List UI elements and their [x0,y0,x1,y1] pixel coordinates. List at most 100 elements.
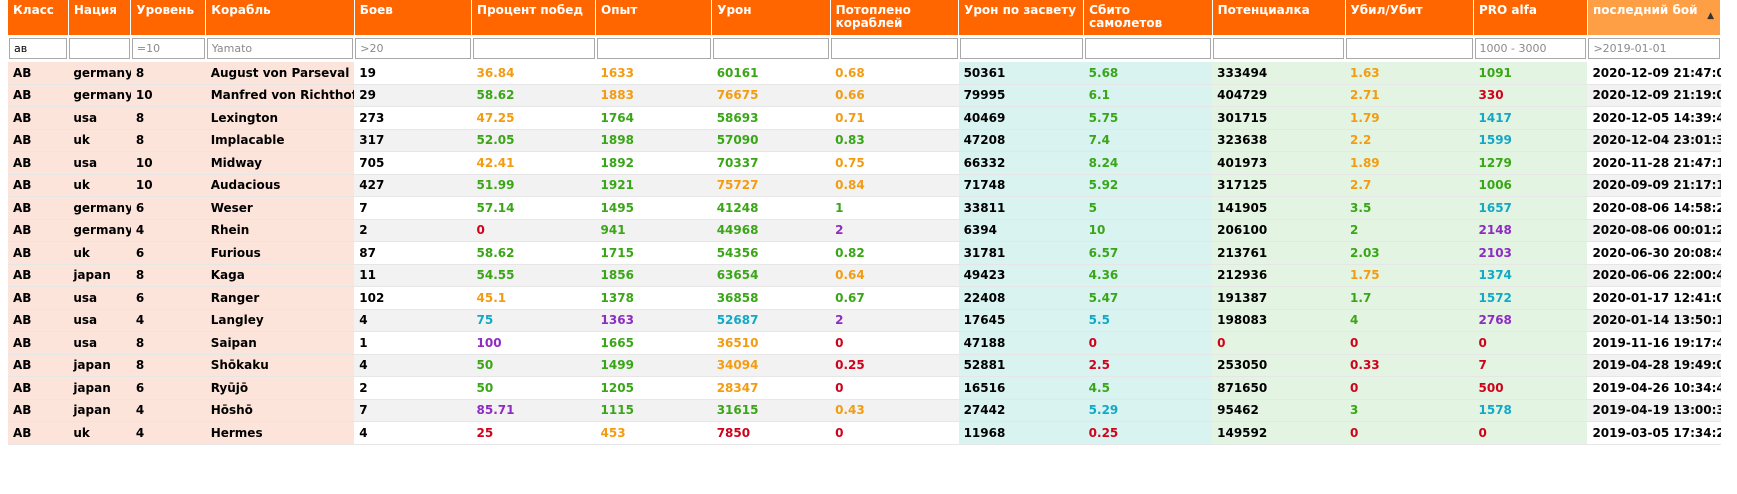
cell-damage: 54356 [711,241,831,265]
column-header-damage[interactable]: Урон [711,0,831,35]
column-header-label: Потоплено кораблей [835,3,911,30]
cell-winrate: 50 [471,354,596,377]
cell-damage: 44968 [711,219,831,242]
cell-exp: 1378 [595,286,712,310]
column-header-spot-damage[interactable]: Урон по засвету [958,0,1085,35]
table-row[interactable]: АВ uk 10 Audacious 427 51.99 1921 75727 0.84 7174… [8,174,1721,197]
filter-input-damage[interactable] [712,38,830,59]
filter-input-battles[interactable] [355,38,471,59]
column-header-label: Потенциалка [1217,3,1310,17]
filter-input-frags[interactable] [831,38,958,59]
filter-input-winrate[interactable] [472,38,595,59]
filter-input-last-battle[interactable] [1588,38,1720,59]
cell-kd: 1.7 [1345,286,1474,310]
cell-tier: 8 [130,354,206,377]
filter-input-ship[interactable] [206,38,354,59]
filter-input-tier[interactable] [131,38,205,59]
table-row[interactable]: АВ germany 8 August von Parseval 19 36.84 1633… [8,61,1721,85]
filter-input-class[interactable] [9,38,68,59]
cell-battles: 29 [354,84,472,107]
table-row[interactable]: АВ usa 6 Ranger 102 45.1 1378 36858 0.67 22408 5.4… [8,286,1721,310]
filter-input-kd[interactable] [1346,38,1473,59]
column-header-battles[interactable]: Боев [354,0,473,35]
filter-input-planes-killed[interactable] [1084,38,1212,59]
cell-planes-killed: 7.4 [1083,129,1213,152]
column-header-kd[interactable]: Убил/Убит [1345,0,1475,35]
cell-damage: 41248 [711,196,831,220]
cell-battles: 11 [354,264,472,287]
column-header-nation[interactable]: Нация [68,0,132,35]
cell-damage: 58693 [711,106,831,130]
cell-pro-alfa: 1657 [1473,196,1588,220]
column-header-frags[interactable]: Потоплено кораблей [830,0,960,35]
cell-damage: 63654 [711,264,831,287]
cell-potential-damage: 141905 [1212,196,1346,220]
table-row[interactable]: АВ japan 8 Kaga 11 54.55 1856 63654 0.64 49423 4.3… [8,264,1721,287]
cell-ship: Kaga [205,264,355,287]
column-header-winrate[interactable]: Процент побед [471,0,597,35]
cell-potential-damage: 213761 [1212,241,1346,265]
table-row[interactable]: АВ japan 8 Shōkaku 4 50 1499 34094 0.25 52881 2.5 2… [8,354,1721,377]
cell-battles: 4 [354,309,472,332]
cell-spot-damage: 49423 [958,264,1084,287]
column-header-ship[interactable]: Корабль [205,0,355,35]
table-row[interactable]: АВ usa 8 Saipan 1 100 1665 36510 0 47188 0 0 0 0 2019-… [8,331,1721,355]
table-row[interactable]: АВ usa 8 Lexington 273 47.25 1764 58693 0.71 4046… [8,106,1721,130]
cell-spot-damage: 71748 [958,174,1084,197]
table-row[interactable]: АВ japan 6 Ryūjō 2 50 1205 28347 0 16516 4.5 871650… [8,376,1721,400]
cell-class: АВ [8,84,69,107]
cell-pro-alfa: 2103 [1473,241,1588,265]
column-header-pro-alfa[interactable]: PRO alfa [1473,0,1588,35]
cell-kd: 2.03 [1345,241,1474,265]
stats-table-container: Класс Нация Уровень Корабль Боев Процент побе… [8,0,1722,445]
cell-pro-alfa: 7 [1473,354,1588,377]
cell-tier: 6 [130,376,206,400]
cell-class: АВ [8,219,69,242]
cell-ship: Lexington [205,106,355,130]
table-body: АВ germany 8 August von Parseval 19 36.84 1633… [8,61,1721,445]
cell-damage: 34094 [711,354,831,377]
cell-planes-killed: 5.92 [1083,174,1213,197]
column-header-potential-damage[interactable]: Потенциалка [1212,0,1346,35]
filter-input-pro-alfa[interactable] [1474,38,1587,59]
filter-input-exp[interactable] [596,38,711,59]
cell-last-battle: 2019-11-16 19:17:43 [1587,331,1721,355]
table-row[interactable]: АВ uk 4 Hermes 4 25 453 7850 0 11968 0.25 149592 0 0 2… [8,421,1721,445]
cell-planes-killed: 5.29 [1083,399,1213,422]
cell-nation: japan [68,376,131,400]
cell-winrate: 51.99 [471,174,596,197]
table-row[interactable]: АВ japan 4 Hōshō 7 85.71 1115 31615 0.43 27442 5.2… [8,399,1721,422]
column-header-planes-killed[interactable]: Сбито самолетов [1083,0,1213,35]
column-header-tier[interactable]: Уровень [130,0,207,35]
column-header-class[interactable]: Класс [8,0,69,35]
column-header-label: Боев [359,3,393,17]
cell-battles: 2 [354,219,472,242]
filter-input-potential-damage[interactable] [1213,38,1345,59]
column-header-label: Опыт [601,3,638,17]
cell-ship: Audacious [205,174,355,197]
filter-input-spot-damage[interactable] [959,38,1083,59]
filter-cell [1083,35,1213,62]
table-row[interactable]: АВ usa 4 Langley 4 75 1363 52687 2 17645 5.5 198083… [8,309,1721,332]
table-row[interactable]: АВ germany 4 Rhein 2 0 941 44968 2 6394 10 206100 2 2… [8,219,1721,242]
cell-frags: 0.75 [830,151,959,175]
cell-frags: 2 [830,219,959,242]
filter-input-nation[interactable] [69,38,130,59]
column-header-exp[interactable]: Опыт [595,0,713,35]
table-row[interactable]: АВ germany 6 Weser 7 57.14 1495 41248 1 33811 5 141… [8,196,1721,220]
cell-spot-damage: 47208 [958,129,1084,152]
cell-spot-damage: 47188 [958,331,1084,355]
cell-ship: Ryūjō [205,376,355,400]
cell-tier: 4 [130,219,206,242]
table-row[interactable]: АВ usa 10 Midway 705 42.41 1892 70337 0.75 66332 8… [8,151,1721,175]
cell-winrate: 58.62 [471,84,596,107]
column-header-last-battle[interactable]: последний бой ▲ [1587,0,1722,35]
cell-ship: Shōkaku [205,354,355,377]
table-row[interactable]: АВ uk 8 Implacable 317 52.05 1898 57090 0.83 4720… [8,129,1721,152]
cell-battles: 102 [354,286,472,310]
table-row[interactable]: АВ uk 6 Furious 87 58.62 1715 54356 0.82 31781 6.5… [8,241,1721,265]
filter-cell [471,35,596,62]
cell-ship: Rhein [205,219,355,242]
cell-battles: 19 [354,61,472,85]
